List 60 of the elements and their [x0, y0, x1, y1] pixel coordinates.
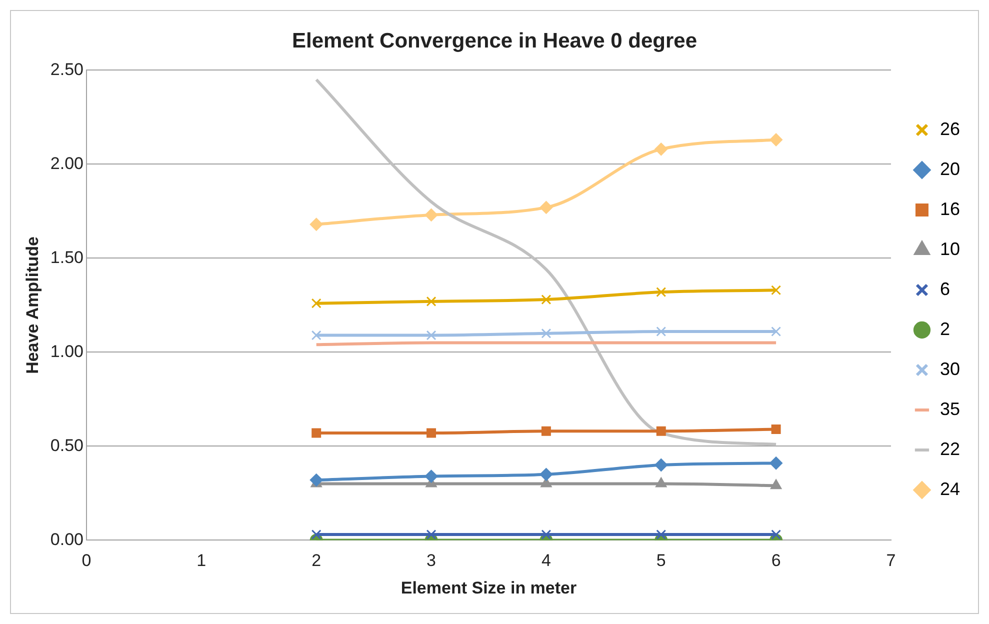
- x-tick-label: 2: [312, 551, 322, 570]
- point: [656, 287, 666, 298]
- line-series: [314, 78, 778, 446]
- point: [771, 424, 781, 434]
- point: [656, 426, 666, 436]
- x-tick-label: 1: [196, 551, 206, 570]
- point: [770, 133, 783, 146]
- point: [312, 428, 322, 438]
- legend-label: 2: [940, 318, 950, 339]
- y-tick-label: 2.00: [50, 154, 84, 173]
- point: [424, 208, 438, 222]
- point: [311, 330, 322, 340]
- legend-label: 16: [940, 198, 960, 219]
- point: [426, 330, 436, 340]
- legend-label: 35: [940, 398, 960, 419]
- chart-title: Element Convergence in Heave 0 degree: [292, 29, 697, 52]
- point: [771, 285, 782, 296]
- point: [656, 530, 666, 540]
- y-tick-label: 2.50: [50, 60, 84, 79]
- x-tick-label: 4: [541, 551, 551, 570]
- point: [541, 328, 552, 338]
- point: [541, 294, 552, 305]
- point: [771, 326, 782, 337]
- legend-label: 20: [940, 158, 960, 179]
- point: [540, 200, 553, 214]
- legend-label: 22: [940, 438, 960, 459]
- point: [311, 298, 322, 308]
- x-tick-label: 6: [771, 551, 781, 570]
- point: [540, 468, 553, 481]
- point: [655, 477, 667, 488]
- legend-label: 24: [940, 478, 960, 499]
- y-tick-label: 1.00: [50, 342, 84, 361]
- point: [654, 142, 668, 156]
- point: [426, 428, 436, 438]
- point: [771, 530, 782, 540]
- point: [656, 326, 666, 337]
- point: [310, 474, 323, 487]
- point: [311, 530, 322, 540]
- x-tick-label: 0: [82, 551, 92, 570]
- point: [426, 296, 436, 306]
- y-tick-label: 1.50: [50, 248, 84, 267]
- point: [654, 458, 668, 472]
- y-tick-label: 0.50: [50, 436, 84, 455]
- point: [770, 479, 782, 490]
- x-tick-label: 5: [656, 551, 666, 570]
- x-axis-title: Element Size in meter: [400, 578, 577, 598]
- legend-label: 10: [940, 238, 960, 259]
- point: [424, 470, 438, 483]
- x-tick-label: 3: [426, 551, 436, 570]
- legend-label: 30: [940, 358, 960, 379]
- point: [770, 456, 783, 470]
- point: [426, 530, 436, 540]
- point: [541, 530, 552, 540]
- y-axis-title: Heave Amplitude: [22, 236, 42, 374]
- y-tick-label: 0.00: [50, 530, 84, 549]
- legend-label: 6: [940, 278, 950, 299]
- x-tick-label: 7: [886, 551, 896, 570]
- legend-label: 26: [940, 118, 960, 139]
- point: [541, 426, 551, 436]
- point: [310, 218, 323, 231]
